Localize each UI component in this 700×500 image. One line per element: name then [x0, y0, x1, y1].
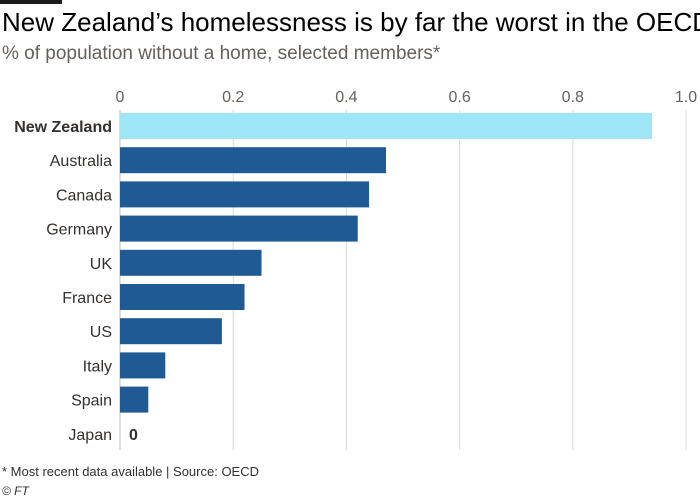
bar — [120, 181, 370, 208]
category-label: UK — [90, 256, 113, 273]
brand-bar — [0, 0, 62, 4]
bar — [120, 215, 358, 242]
category-label: Canada — [56, 187, 112, 204]
chart-title: New Zealand’s homelessness is by far the… — [2, 7, 700, 37]
category-label: Germany — [46, 222, 112, 239]
bar — [120, 318, 222, 345]
category-label: US — [90, 324, 112, 341]
bar-chart: 0 0.2 0.4 0.6 0.8 1.0 New Zealand Australia Cana… — [14, 89, 697, 450]
data-label: 0 — [129, 427, 138, 444]
category-label: Italy — [83, 358, 112, 375]
x-tick-label: 0.4 — [335, 89, 357, 106]
bar — [120, 284, 245, 310]
bar — [120, 352, 166, 379]
footnote: * Most recent data available | Source: O… — [2, 464, 259, 479]
bar — [120, 386, 149, 413]
x-tick-label: 1.0 — [675, 89, 697, 106]
x-tick-label: 0.6 — [448, 89, 470, 106]
x-tick-label: 0.2 — [222, 89, 244, 106]
bar — [120, 147, 387, 174]
category-label: Spain — [71, 393, 112, 410]
x-tick-label: 0 — [116, 89, 125, 106]
bar — [120, 113, 653, 139]
bar — [120, 249, 262, 276]
category-label: France — [62, 290, 112, 307]
category-label: Australia — [50, 153, 112, 170]
category-label: New Zealand — [14, 119, 112, 136]
credit: © FT — [2, 484, 29, 498]
chart-subtitle: % of population without a home, selected… — [2, 43, 441, 64]
x-tick-label: 0.8 — [562, 89, 584, 106]
category-label: Japan — [68, 427, 112, 444]
